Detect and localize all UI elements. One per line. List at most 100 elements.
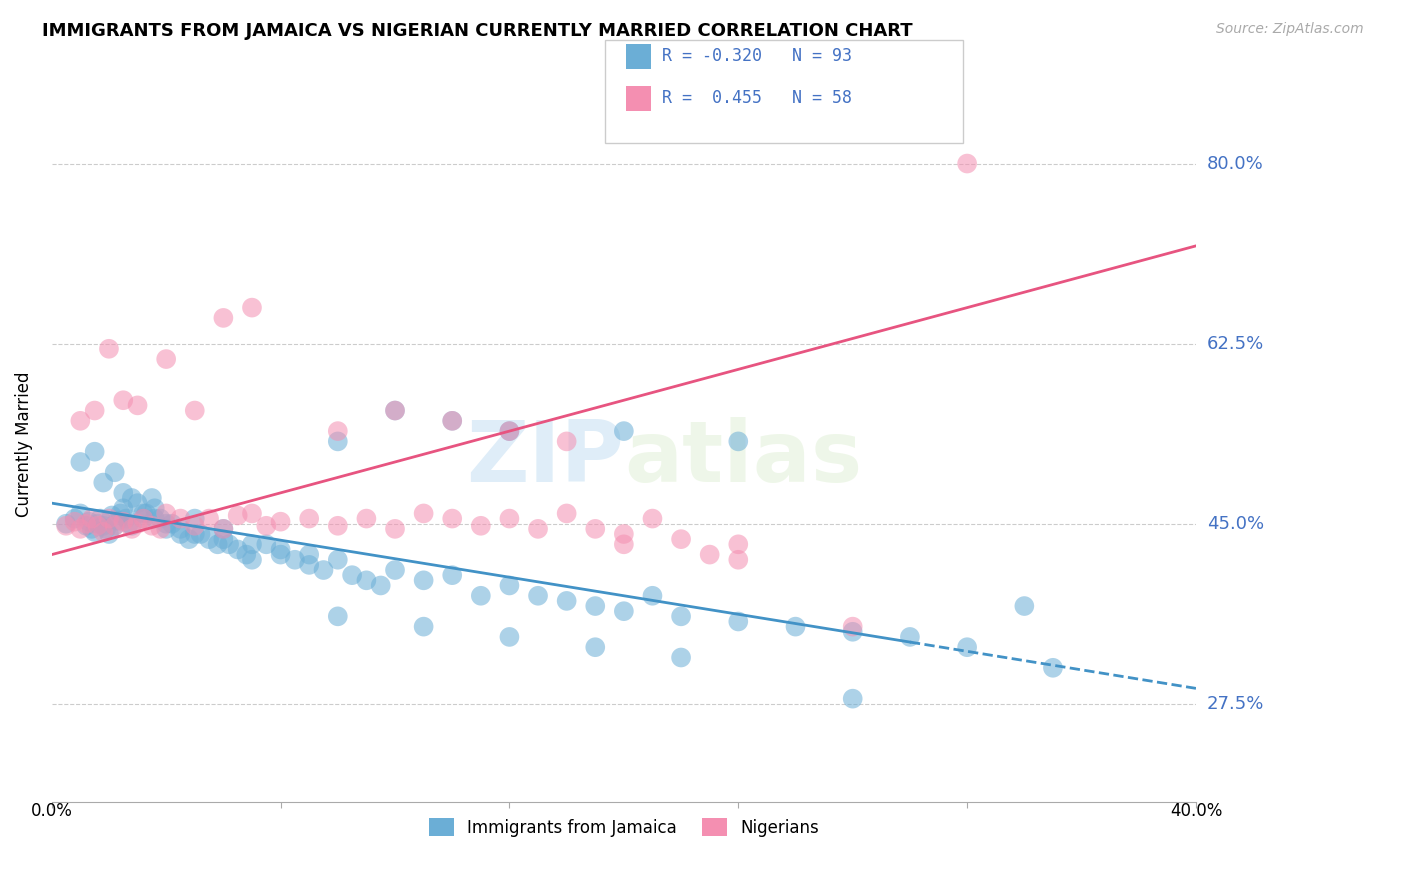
Point xyxy=(326,434,349,449)
Point xyxy=(160,516,183,531)
Point xyxy=(169,511,191,525)
Point xyxy=(107,514,129,528)
Point xyxy=(384,403,406,417)
Point xyxy=(527,522,550,536)
Point xyxy=(441,414,464,428)
Point xyxy=(370,578,392,592)
Point xyxy=(326,553,349,567)
Point xyxy=(384,563,406,577)
Point xyxy=(254,518,277,533)
Point xyxy=(240,507,263,521)
Point xyxy=(218,537,240,551)
Point xyxy=(198,511,221,525)
Point xyxy=(441,568,464,582)
Point xyxy=(1042,661,1064,675)
Point xyxy=(212,532,235,546)
Point xyxy=(340,568,363,582)
Text: ZIP: ZIP xyxy=(467,417,624,500)
Point xyxy=(184,403,207,417)
Text: R =  0.455   N = 58: R = 0.455 N = 58 xyxy=(662,89,852,107)
Point xyxy=(412,507,434,521)
Point xyxy=(127,496,149,510)
Point xyxy=(121,518,143,533)
Point xyxy=(669,650,692,665)
Point xyxy=(727,615,749,629)
Point xyxy=(91,524,114,539)
Point xyxy=(785,619,807,633)
Point xyxy=(498,511,520,525)
Point xyxy=(613,424,636,438)
Point xyxy=(110,507,132,521)
Point xyxy=(94,522,117,536)
Point xyxy=(727,537,749,551)
Point xyxy=(118,516,141,531)
Point xyxy=(898,630,921,644)
Point xyxy=(212,310,235,325)
Point xyxy=(91,518,114,533)
Point xyxy=(470,518,492,533)
Point xyxy=(470,589,492,603)
Point xyxy=(498,424,520,438)
Point xyxy=(240,301,263,315)
Point xyxy=(89,511,111,525)
Point xyxy=(132,511,155,525)
Point xyxy=(326,518,349,533)
Point xyxy=(669,609,692,624)
Point xyxy=(83,444,105,458)
Point xyxy=(104,518,127,533)
Point xyxy=(121,491,143,505)
Point xyxy=(83,524,105,539)
Point xyxy=(75,518,97,533)
Point xyxy=(75,516,97,531)
Text: 0.0%: 0.0% xyxy=(31,802,73,820)
Point xyxy=(112,515,135,529)
Point xyxy=(384,522,406,536)
Point xyxy=(641,511,664,525)
Point xyxy=(55,516,77,531)
Point xyxy=(169,522,191,536)
Text: 80.0%: 80.0% xyxy=(1208,154,1264,172)
Text: R = -0.320   N = 93: R = -0.320 N = 93 xyxy=(662,47,852,65)
Point xyxy=(583,640,606,655)
Point xyxy=(184,527,207,541)
Point xyxy=(135,507,157,521)
Point xyxy=(555,594,578,608)
Point xyxy=(97,511,120,525)
Point xyxy=(121,522,143,536)
Point xyxy=(441,414,464,428)
Point xyxy=(91,475,114,490)
Point xyxy=(207,537,229,551)
Legend: Immigrants from Jamaica, Nigerians: Immigrants from Jamaica, Nigerians xyxy=(422,812,825,843)
Point xyxy=(240,553,263,567)
Point xyxy=(699,548,721,562)
Point xyxy=(441,511,464,525)
Point xyxy=(498,578,520,592)
Point xyxy=(613,527,636,541)
Point xyxy=(583,599,606,613)
Point xyxy=(583,522,606,536)
Point xyxy=(356,574,378,588)
Point xyxy=(235,548,257,562)
Point xyxy=(284,553,307,567)
Point xyxy=(841,624,863,639)
Point xyxy=(384,403,406,417)
Point xyxy=(97,527,120,541)
Point xyxy=(132,507,155,521)
Point xyxy=(298,548,321,562)
Point xyxy=(69,455,91,469)
Point xyxy=(326,424,349,438)
Point xyxy=(212,522,235,536)
Point xyxy=(83,403,105,417)
Point xyxy=(143,501,166,516)
Point xyxy=(298,511,321,525)
Point xyxy=(956,156,979,170)
Point xyxy=(226,542,249,557)
Text: atlas: atlas xyxy=(624,417,862,500)
Point xyxy=(112,393,135,408)
Point xyxy=(555,434,578,449)
Point xyxy=(149,511,172,525)
Point xyxy=(498,424,520,438)
Point xyxy=(641,589,664,603)
Point xyxy=(613,537,636,551)
Point xyxy=(184,518,207,533)
